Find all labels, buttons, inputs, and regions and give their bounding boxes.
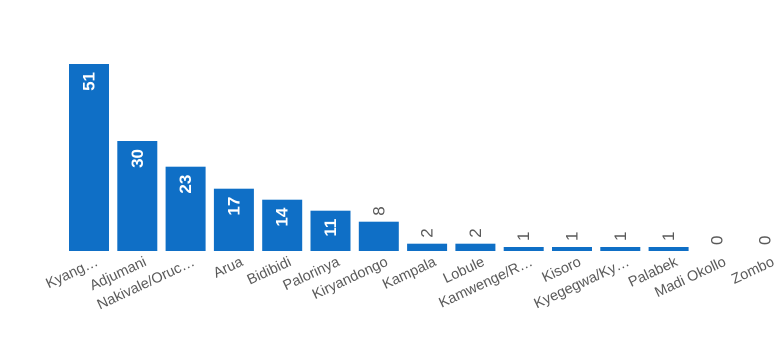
bar [165,166,206,251]
bar [310,210,351,251]
data-label: 2 [418,228,437,237]
data-label: 23 [176,175,195,194]
data-label: 51 [80,72,99,91]
bar [262,199,303,251]
bar [552,247,592,251]
bar [600,247,641,251]
data-label: 1 [611,232,630,241]
bar [455,243,496,251]
data-label: 11 [321,219,340,237]
data-label: 30 [128,149,147,168]
data-label: 1 [514,232,533,241]
bar [213,188,254,251]
data-label: 0 [756,236,775,245]
data-label: 14 [273,207,292,226]
bar [648,247,689,251]
data-label: 8 [369,206,388,215]
data-label: 0 [707,236,726,245]
bars-group [69,64,689,251]
data-label: 17 [224,197,243,216]
bar [407,243,448,251]
x-tick-label: Kampala [380,254,439,293]
x-tick-label: Zombo [729,254,777,288]
data-label: 2 [466,228,485,237]
bar [117,141,158,251]
data-label: 1 [659,232,678,241]
bar [69,64,109,251]
x-tick-label: Arua [211,254,246,282]
bar [358,221,399,251]
data-label: 1 [563,232,582,241]
bar [503,247,544,251]
